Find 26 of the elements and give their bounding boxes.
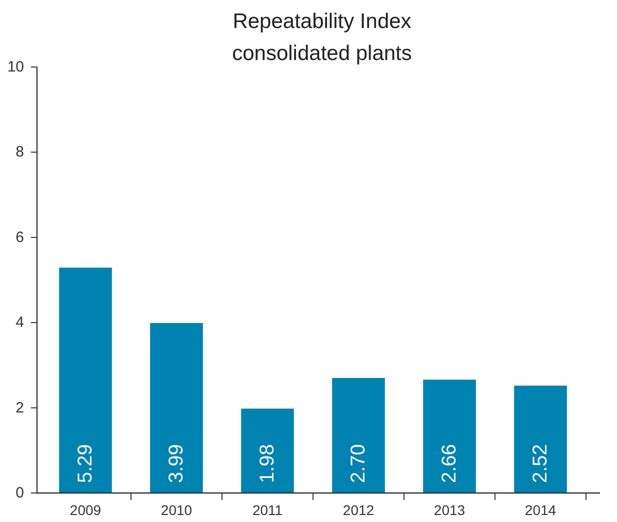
x-tick-label: 2013 <box>434 502 466 518</box>
x-tick-label: 2009 <box>70 502 102 518</box>
data-label: 2.52 <box>530 444 552 483</box>
y-tick-label: 0 <box>16 484 24 502</box>
x-tick-label: 2010 <box>160 502 192 518</box>
chart-subtitle: consolidated plants <box>232 42 412 65</box>
data-label: 1.98 <box>256 444 278 483</box>
y-tick-label: 6 <box>16 228 24 246</box>
x-tick-label: 2014 <box>524 502 556 518</box>
data-label: 2.66 <box>438 444 460 483</box>
y-tick-label: 10 <box>7 58 24 76</box>
bar <box>150 323 203 493</box>
y-tick-label: 2 <box>16 399 24 416</box>
data-label: 2.70 <box>348 444 370 483</box>
bar <box>332 378 385 493</box>
bar <box>423 380 476 493</box>
y-tick-label: 4 <box>16 314 24 332</box>
chart-title: Repeatability Index <box>232 10 412 33</box>
x-tick-label: 2011 <box>252 502 283 518</box>
y-tick-label: 8 <box>16 144 24 161</box>
data-label: 5.29 <box>74 444 96 483</box>
bar <box>241 408 294 493</box>
data-label: 3.99 <box>166 444 188 483</box>
x-tick-label: 2012 <box>342 502 374 518</box>
bar <box>514 386 567 493</box>
bar <box>59 268 112 493</box>
